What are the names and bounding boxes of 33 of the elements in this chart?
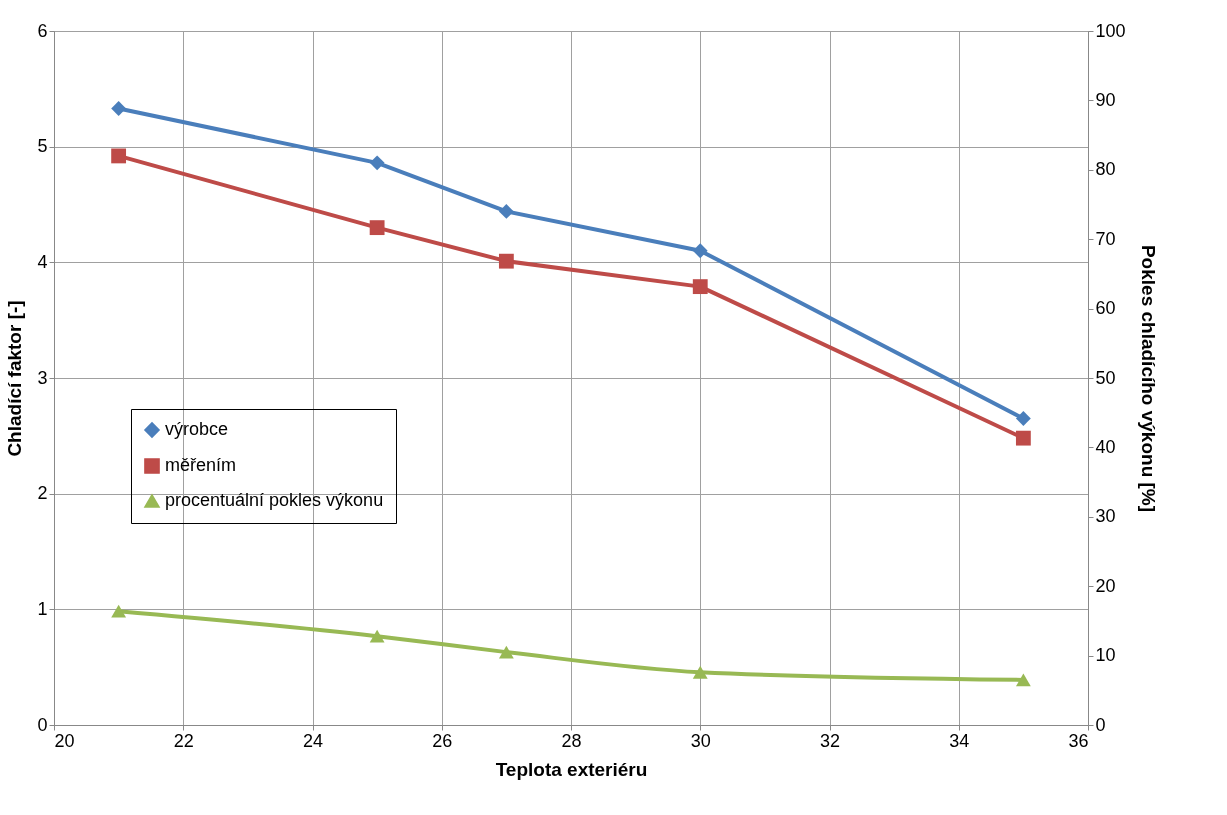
y2-tick-label: 10 xyxy=(1095,645,1116,666)
y2-tick-label: 40 xyxy=(1095,436,1116,457)
legend-label: výrobce xyxy=(165,419,229,439)
y2-tick-label: 50 xyxy=(1095,367,1116,388)
x-tick-label: 30 xyxy=(690,730,711,751)
x-tick-label: 24 xyxy=(302,730,324,751)
y2-tick-label: 80 xyxy=(1095,159,1116,180)
y-tick-label: 2 xyxy=(37,483,48,504)
x-tick-label: 20 xyxy=(54,730,75,751)
y-tick-label: 1 xyxy=(37,598,48,619)
x-axis-title: Teplota exteriéru xyxy=(495,758,648,780)
y-tick-label: 6 xyxy=(37,20,48,41)
y2-tick-label: 90 xyxy=(1095,89,1116,110)
y-axis-title: Chladící faktor [-] xyxy=(4,300,26,457)
y-tick-label: 4 xyxy=(37,251,48,272)
y2-axis-title: Pokles chladícího výkonu [%] xyxy=(1137,244,1159,513)
y2-tick-label: 70 xyxy=(1095,228,1116,249)
x-tick-label: 22 xyxy=(173,730,194,751)
x-tick-label: 26 xyxy=(432,730,453,751)
y-tick-label: 0 xyxy=(37,714,48,735)
y-tick-label: 5 xyxy=(37,136,48,157)
x-tick-label: 32 xyxy=(819,730,841,751)
y2-tick-label: 30 xyxy=(1095,506,1116,527)
y-tick-label: 3 xyxy=(37,367,48,388)
y2-tick-label: 60 xyxy=(1095,298,1116,319)
y2-tick-label: 20 xyxy=(1095,575,1116,596)
x-tick-label: 36 xyxy=(1068,730,1089,751)
y2-tick-label: 0 xyxy=(1095,714,1106,735)
legend-label: procentuální pokles výkonu xyxy=(165,490,384,510)
y2-tick-label: 100 xyxy=(1095,20,1126,41)
x-tick-label: 34 xyxy=(949,730,970,751)
legend-label: měřením xyxy=(165,455,237,475)
x-tick-label: 28 xyxy=(561,730,582,751)
